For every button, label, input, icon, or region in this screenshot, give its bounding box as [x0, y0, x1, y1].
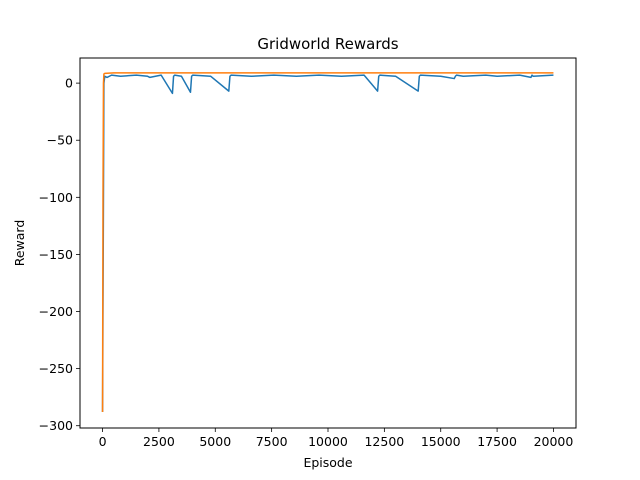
x-tick-label: 17500 — [477, 434, 517, 449]
series-line-2 — [101, 72, 554, 413]
x-tick-label: 7500 — [256, 434, 288, 449]
y-axis-label: Reward — [12, 220, 27, 267]
x-tick-label: 20000 — [534, 434, 574, 449]
y-tick-label: 0 — [65, 76, 73, 91]
y-axis: 0 −50 −100 −150 −200 −250 −300 — [39, 76, 80, 433]
y-tick-label: −50 — [47, 133, 73, 148]
y-tick-label: −300 — [39, 418, 73, 433]
plot-area — [101, 72, 554, 413]
y-tick-label: −200 — [39, 304, 73, 319]
y-tick-label: −100 — [39, 190, 73, 205]
plot-frame — [79, 57, 577, 429]
x-tick-label: 0 — [99, 434, 107, 449]
y-tick-label: −250 — [39, 361, 73, 376]
x-tick-label: 10000 — [308, 434, 348, 449]
x-tick-label: 2500 — [143, 434, 175, 449]
x-axis-label: Episode — [303, 455, 352, 470]
x-axis: 0 2500 5000 7500 10000 12500 15000 17500 20000 — [99, 428, 574, 449]
y-tick-label: −150 — [39, 247, 73, 262]
series-line-1 — [101, 74, 554, 413]
x-tick-label: 12500 — [364, 434, 404, 449]
x-tick-label: 15000 — [421, 434, 461, 449]
chart-title: Gridworld Rewards — [257, 35, 398, 53]
x-tick-label: 5000 — [199, 434, 231, 449]
